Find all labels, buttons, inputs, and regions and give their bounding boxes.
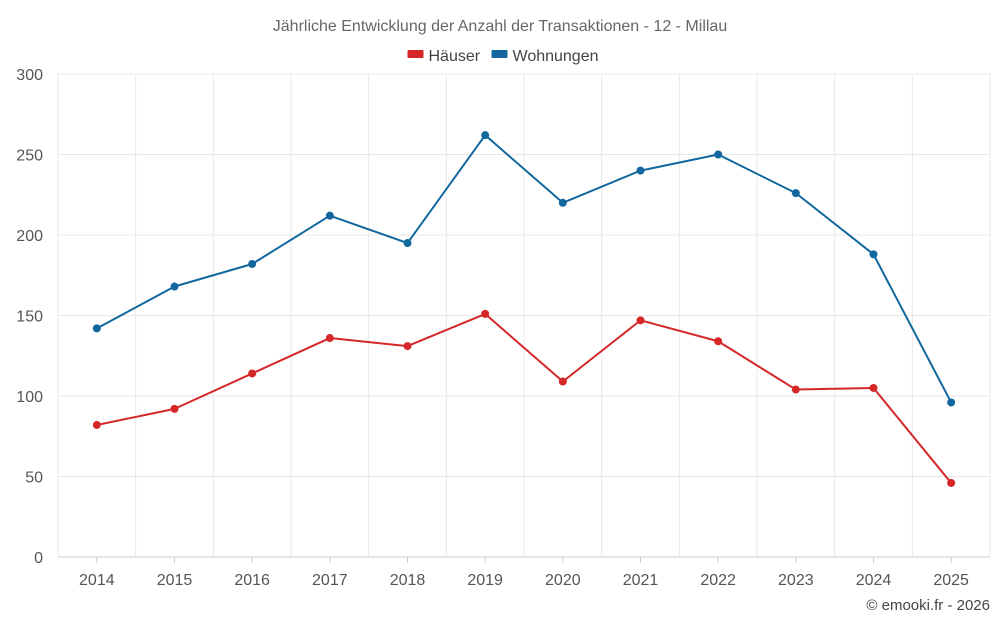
x-tick-label: 2023 <box>778 572 814 589</box>
legend: Häuser Wohnungen <box>407 48 599 65</box>
x-tick-label: 2017 <box>312 572 348 589</box>
data-point[interactable] <box>636 166 645 175</box>
data-point[interactable] <box>869 383 878 392</box>
data-point[interactable] <box>714 150 723 159</box>
chart-title: Jährliche Entwicklung der Anzahl der Tra… <box>273 18 727 35</box>
y-tick-label: 150 <box>16 309 43 326</box>
series-line <box>96 312 952 484</box>
y-tick-label: 100 <box>16 389 43 406</box>
legend-swatch <box>407 50 424 58</box>
series-layer <box>92 131 956 487</box>
data-point[interactable] <box>636 316 645 325</box>
data-point[interactable] <box>947 398 956 407</box>
x-tick-label: 2021 <box>623 572 659 589</box>
data-point[interactable] <box>170 404 179 413</box>
series-1 <box>92 309 956 487</box>
grid <box>57 73 991 557</box>
data-point[interactable] <box>558 377 567 386</box>
data-point[interactable] <box>558 198 567 207</box>
y-tick-label: 300 <box>16 67 43 84</box>
legend-label: Häuser <box>429 48 481 65</box>
data-point[interactable] <box>92 420 101 429</box>
x-tick-label: 2016 <box>234 572 270 589</box>
data-point[interactable] <box>714 337 723 346</box>
data-point[interactable] <box>248 369 257 378</box>
data-point[interactable] <box>791 385 800 394</box>
series-2 <box>92 131 956 407</box>
y-tick-label: 250 <box>16 148 43 165</box>
legend-item-1[interactable]: Häuser <box>407 48 481 65</box>
data-point[interactable] <box>947 478 956 487</box>
data-point[interactable] <box>869 250 878 259</box>
x-tick-label: 2025 <box>933 572 969 589</box>
data-point[interactable] <box>481 131 490 140</box>
data-point[interactable] <box>248 259 257 268</box>
x-tick-label: 2019 <box>467 572 503 589</box>
x-tick-label: 2024 <box>856 572 892 589</box>
data-point[interactable] <box>791 189 800 198</box>
data-point[interactable] <box>403 239 412 248</box>
series-line <box>96 134 953 403</box>
y-tick-label: 0 <box>34 550 43 567</box>
x-tick-label: 2015 <box>157 572 193 589</box>
data-point[interactable] <box>325 211 334 220</box>
data-point[interactable] <box>92 324 101 333</box>
x-tick-label: 2020 <box>545 572 581 589</box>
data-point[interactable] <box>170 282 179 291</box>
x-tick-label: 2018 <box>390 572 426 589</box>
legend-item-2[interactable]: Wohnungen <box>491 48 599 65</box>
credit-text: © emooki.fr - 2026 <box>866 597 990 614</box>
y-tick-label: 200 <box>16 228 43 245</box>
data-point[interactable] <box>481 309 490 318</box>
data-point[interactable] <box>325 334 334 343</box>
y-tick-label: 50 <box>25 470 43 487</box>
legend-swatch <box>491 50 508 58</box>
x-tick-label: 2022 <box>700 572 736 589</box>
data-point[interactable] <box>403 342 412 351</box>
legend-label: Wohnungen <box>513 48 599 65</box>
axes: 0 50 100 150 200 250 300 2014 2015 2016 2017 2018 20… <box>16 67 990 589</box>
x-tick-label: 2014 <box>79 572 115 589</box>
